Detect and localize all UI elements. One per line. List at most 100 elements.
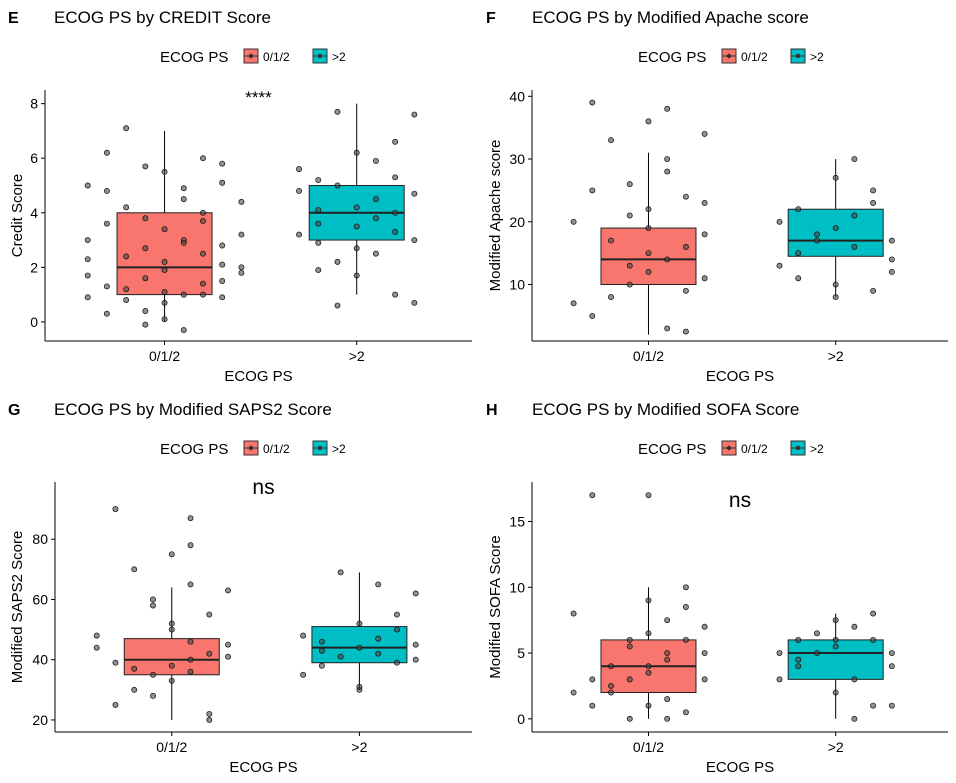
legend-label: >2 bbox=[810, 50, 824, 64]
x-tick-label: >2 bbox=[351, 739, 367, 755]
data-point bbox=[353, 149, 360, 156]
data-point bbox=[142, 163, 149, 170]
data-point bbox=[142, 321, 149, 328]
data-point bbox=[645, 250, 652, 257]
data-point bbox=[412, 590, 419, 597]
data-point bbox=[589, 702, 596, 709]
data-point bbox=[168, 620, 175, 627]
data-point bbox=[318, 662, 325, 669]
data-point bbox=[832, 294, 839, 301]
x-tick-label: 0/1/2 bbox=[149, 348, 180, 364]
data-point bbox=[870, 610, 877, 617]
data-point bbox=[180, 291, 187, 298]
data-point bbox=[795, 275, 802, 282]
data-point bbox=[93, 632, 100, 639]
data-point bbox=[664, 256, 671, 263]
box bbox=[116, 212, 213, 296]
legend-swatch-dot bbox=[248, 445, 254, 451]
data-point bbox=[851, 623, 858, 630]
data-point bbox=[589, 312, 596, 319]
data-point bbox=[795, 636, 802, 643]
data-point bbox=[626, 636, 633, 643]
data-point bbox=[84, 294, 91, 301]
data-point bbox=[626, 281, 633, 288]
data-point bbox=[180, 327, 187, 334]
data-point bbox=[356, 683, 363, 690]
data-point bbox=[393, 659, 400, 666]
data-point bbox=[219, 278, 226, 284]
data-point bbox=[888, 663, 895, 670]
data-point bbox=[814, 237, 820, 244]
data-point bbox=[888, 702, 895, 709]
data-point bbox=[870, 636, 877, 643]
data-point bbox=[795, 206, 802, 213]
data-point bbox=[112, 506, 119, 513]
data-point bbox=[161, 299, 168, 306]
data-point bbox=[392, 138, 399, 145]
data-point bbox=[296, 231, 303, 238]
data-point bbox=[225, 641, 232, 648]
data-point bbox=[187, 542, 194, 549]
data-point bbox=[682, 328, 689, 335]
data-point bbox=[832, 617, 839, 624]
data-point bbox=[626, 715, 633, 722]
data-point bbox=[795, 250, 802, 257]
data-point bbox=[832, 174, 839, 181]
panel-letter: H bbox=[486, 402, 498, 419]
data-point bbox=[219, 179, 226, 186]
data-point bbox=[832, 636, 839, 643]
data-point bbox=[337, 653, 344, 660]
panel-letter: G bbox=[8, 402, 20, 419]
data-point bbox=[870, 187, 877, 194]
data-point bbox=[776, 676, 783, 683]
data-point bbox=[701, 275, 708, 282]
data-point bbox=[161, 258, 168, 265]
data-point bbox=[814, 630, 820, 637]
data-point bbox=[225, 653, 232, 660]
data-point bbox=[795, 663, 802, 670]
data-point bbox=[701, 623, 708, 630]
legend-label: 0/1/2 bbox=[741, 442, 768, 456]
data-point bbox=[200, 280, 206, 287]
box bbox=[787, 208, 884, 257]
legend-label: 0/1/2 bbox=[741, 50, 768, 64]
data-point bbox=[200, 218, 206, 224]
panel-letter: F bbox=[486, 10, 496, 27]
data-point bbox=[851, 156, 858, 162]
data-point bbox=[200, 209, 206, 216]
data-point bbox=[664, 617, 671, 624]
data-point bbox=[84, 272, 91, 279]
data-point bbox=[664, 325, 671, 332]
data-point bbox=[888, 237, 895, 244]
data-point bbox=[851, 212, 858, 219]
data-point bbox=[664, 168, 671, 175]
data-point bbox=[589, 99, 596, 106]
panel-f: F ECOG PS by Modified Apache score ECOG PS… bbox=[486, 8, 948, 385]
data-point bbox=[411, 190, 418, 197]
data-point bbox=[412, 656, 419, 663]
panel-e: E ECOG PS by CREDIT Score ECOG PS 0/1/2 >2 0 2… bbox=[8, 8, 472, 385]
x-tick-label: 0/1/2 bbox=[156, 739, 187, 755]
data-point bbox=[334, 182, 341, 189]
data-point bbox=[851, 676, 858, 683]
data-point bbox=[84, 182, 91, 189]
data-point bbox=[626, 676, 633, 683]
data-point bbox=[168, 677, 175, 684]
data-point bbox=[315, 267, 322, 274]
data-point bbox=[870, 702, 877, 709]
legend-swatch-dot bbox=[795, 445, 801, 451]
data-point bbox=[123, 204, 130, 211]
data-point bbox=[375, 581, 382, 588]
data-point bbox=[84, 256, 91, 263]
x-axis-title: ECOG PS bbox=[229, 759, 297, 776]
data-point bbox=[664, 715, 671, 722]
data-point bbox=[626, 643, 633, 650]
legend-swatch-dot bbox=[726, 445, 732, 451]
data-point bbox=[219, 294, 226, 301]
data-point bbox=[570, 300, 577, 307]
y-tick-label: 2 bbox=[30, 259, 38, 275]
data-point bbox=[608, 689, 614, 696]
data-point bbox=[645, 206, 652, 213]
data-point bbox=[206, 611, 213, 618]
y-tick-label: 40 bbox=[32, 652, 48, 668]
